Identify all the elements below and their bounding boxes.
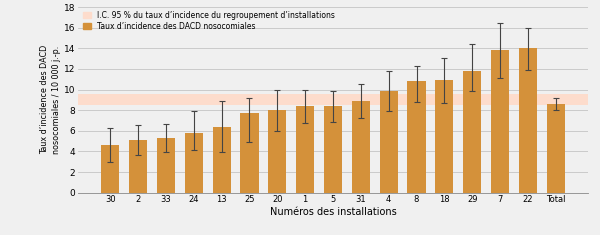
Bar — [296, 106, 314, 193]
Bar — [212, 127, 230, 193]
Bar — [101, 145, 119, 193]
Bar — [407, 81, 425, 193]
Bar — [547, 104, 565, 193]
Bar — [491, 50, 509, 193]
X-axis label: Numéros des installations: Numéros des installations — [269, 207, 397, 217]
Bar — [185, 133, 203, 193]
Bar — [436, 80, 454, 193]
Bar — [352, 101, 370, 193]
Bar — [268, 110, 286, 193]
Bar — [463, 71, 481, 193]
Bar — [241, 113, 259, 193]
Bar — [380, 91, 398, 193]
Bar — [157, 138, 175, 193]
Bar — [324, 106, 342, 193]
Y-axis label: Taux d’incidence des DACD
nosocomiales / 10 000 j.-p.: Taux d’incidence des DACD nosocomiales /… — [40, 45, 61, 154]
Bar — [78, 94, 588, 105]
Legend: I.C. 95 % du taux d’incidence du regroupement d’installations, Taux d’incidence : I.C. 95 % du taux d’incidence du regroup… — [82, 9, 337, 32]
Bar — [519, 48, 537, 193]
Bar — [129, 140, 147, 193]
